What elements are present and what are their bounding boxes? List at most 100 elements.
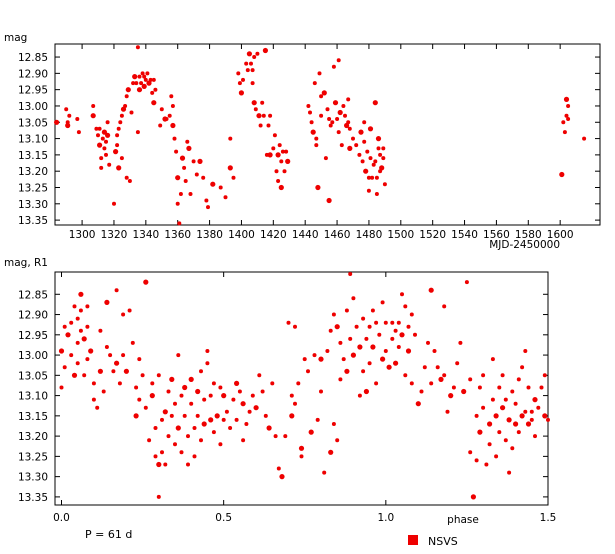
data-point xyxy=(477,429,483,435)
data-point xyxy=(245,68,250,73)
data-point xyxy=(357,393,362,398)
data-point xyxy=(289,413,295,419)
data-point xyxy=(358,129,364,135)
data-point xyxy=(94,126,99,131)
y-tick-label: 12.90 xyxy=(18,68,48,80)
data-point xyxy=(136,87,143,93)
data-point xyxy=(302,357,307,362)
data-point xyxy=(366,175,371,180)
x-tick-label: 1580 xyxy=(515,229,542,241)
data-point xyxy=(383,320,388,325)
data-point xyxy=(299,454,304,459)
data-point xyxy=(279,159,284,164)
data-point xyxy=(182,165,187,170)
data-point xyxy=(374,320,379,325)
data-point xyxy=(250,393,255,398)
data-point xyxy=(344,368,350,374)
data-point xyxy=(151,77,156,82)
data-point xyxy=(218,385,223,390)
data-point xyxy=(183,179,188,183)
x-tick-label: 1320 xyxy=(101,229,128,241)
data-point xyxy=(319,113,324,118)
data-point xyxy=(561,120,566,125)
data-point xyxy=(276,466,281,471)
y-tick-label: 13.30 xyxy=(18,472,48,484)
data-point xyxy=(159,107,164,112)
data-point xyxy=(175,175,181,181)
data-point xyxy=(341,357,346,362)
data-point xyxy=(75,340,80,345)
data-point xyxy=(368,156,373,161)
data-point xyxy=(409,312,414,317)
data-point xyxy=(323,156,328,161)
data-point xyxy=(244,61,249,66)
data-point xyxy=(298,445,305,451)
legend-swatch-nsvs xyxy=(408,535,418,545)
data-point xyxy=(474,413,479,418)
data-point xyxy=(378,152,383,157)
data-point xyxy=(363,168,369,174)
data-point xyxy=(214,413,220,419)
data-point xyxy=(199,369,203,374)
data-point xyxy=(428,287,434,293)
y-tick-label: 12.95 xyxy=(18,85,48,97)
data-point xyxy=(286,320,291,325)
data-point xyxy=(403,304,408,309)
data-point xyxy=(343,113,347,118)
data-point xyxy=(350,352,356,358)
data-point xyxy=(131,81,136,86)
data-point xyxy=(170,104,175,108)
data-point xyxy=(182,384,188,391)
time-series-plot-frame xyxy=(54,43,601,226)
data-point xyxy=(116,126,121,131)
data-point xyxy=(64,107,69,112)
data-point xyxy=(65,332,71,338)
y-tick-label: 13.15 xyxy=(18,150,48,162)
data-point xyxy=(276,179,281,183)
y-tick-label: 12.90 xyxy=(18,310,48,322)
data-point xyxy=(104,345,109,349)
data-point xyxy=(332,100,339,106)
data-point xyxy=(399,332,405,338)
data-point xyxy=(361,369,366,374)
x-tick-label: 1480 xyxy=(356,229,383,241)
data-point xyxy=(75,117,80,121)
y-tick-label: 13.05 xyxy=(18,117,48,129)
y-tick-label: 13.05 xyxy=(18,370,48,382)
data-point xyxy=(341,104,346,108)
data-point xyxy=(97,142,103,148)
data-point xyxy=(312,81,317,86)
data-point xyxy=(380,300,385,305)
data-point xyxy=(516,430,521,435)
data-point xyxy=(153,454,158,459)
data-point xyxy=(533,434,537,439)
data-point xyxy=(364,336,369,341)
x-tick-label: 1.5 xyxy=(540,512,557,524)
x-tick-label: 1300 xyxy=(69,229,96,241)
data-point xyxy=(330,120,335,125)
data-point xyxy=(142,74,147,79)
data-point xyxy=(510,446,515,451)
data-point xyxy=(315,184,321,191)
data-point xyxy=(380,356,386,362)
data-point xyxy=(95,405,100,410)
data-point xyxy=(282,169,287,174)
data-point xyxy=(115,133,120,138)
data-point xyxy=(208,393,213,398)
data-point xyxy=(435,365,440,370)
data-point xyxy=(169,413,174,418)
data-point xyxy=(143,405,148,410)
data-point xyxy=(166,389,171,394)
x-tick-label: 1340 xyxy=(132,229,159,241)
data-point xyxy=(507,470,512,475)
data-point xyxy=(169,376,175,382)
data-point xyxy=(205,349,210,353)
time-series-points xyxy=(54,45,587,226)
data-point xyxy=(189,401,194,406)
data-point xyxy=(173,442,177,447)
data-point xyxy=(442,304,447,309)
data-point xyxy=(188,192,193,196)
data-point xyxy=(336,130,341,135)
x-tick-label: 1380 xyxy=(196,229,223,241)
phase-plot-frame xyxy=(54,271,549,506)
